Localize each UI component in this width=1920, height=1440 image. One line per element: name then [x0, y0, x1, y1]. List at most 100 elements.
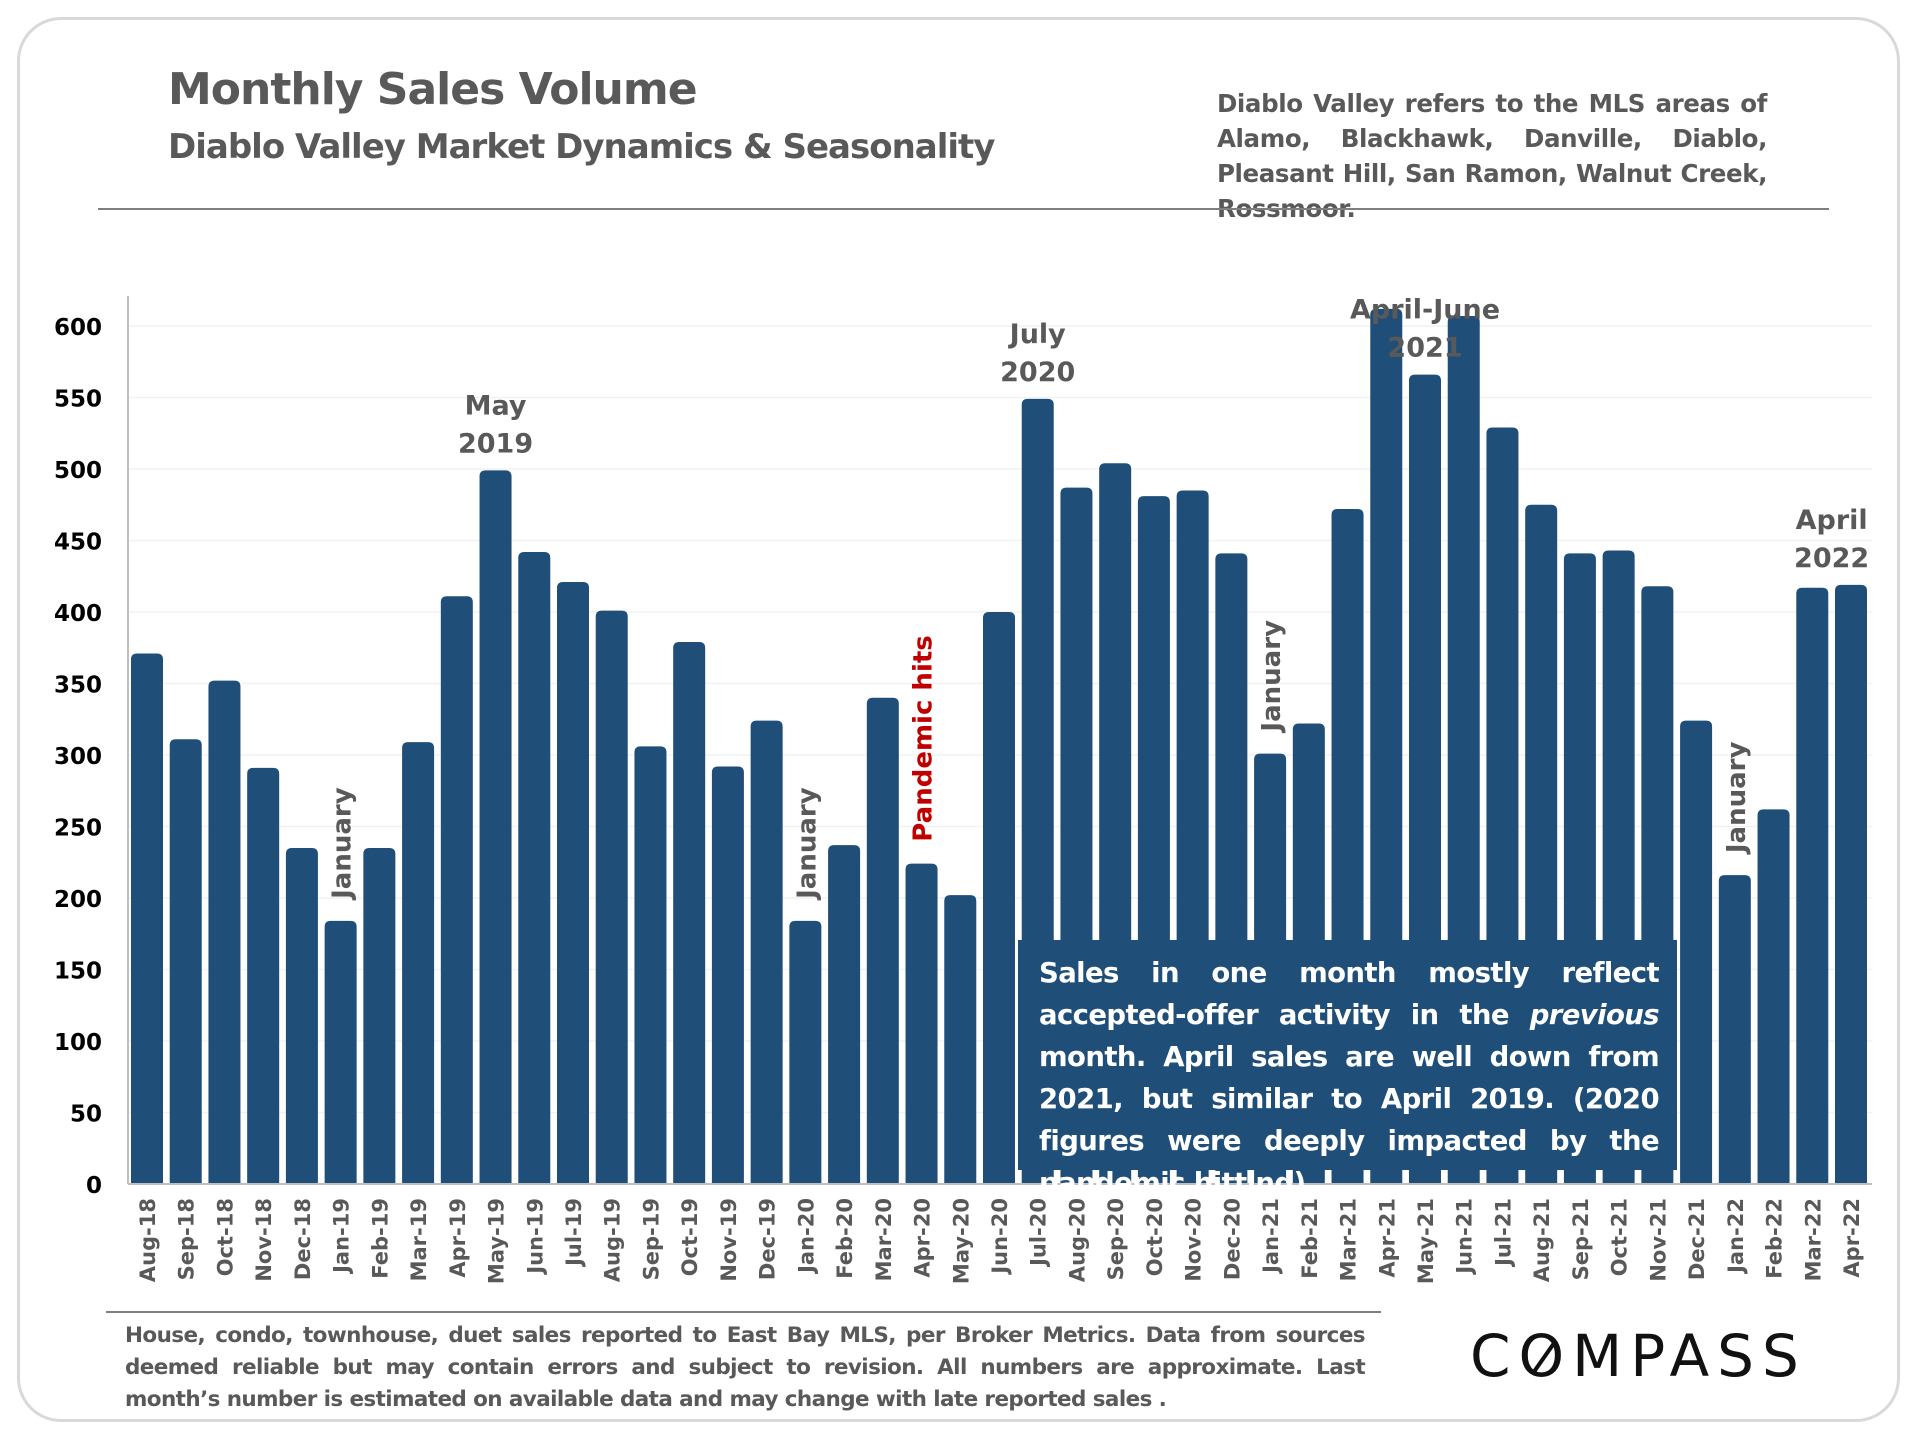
bar-may-19	[479, 470, 512, 1184]
x-axis-ticks: Aug-18 Sep-18 Oct-18 Nov-18 Dec-18 Jan-19 Feb-…	[136, 1198, 1864, 1284]
x-tick-label: Jun-19	[523, 1198, 547, 1276]
annotation-label: 2020	[1000, 357, 1075, 388]
x-tick-label: Jul-19	[562, 1198, 586, 1268]
x-tick-label: Oct-21	[1608, 1198, 1632, 1276]
x-tick-label: Jan-20	[794, 1198, 818, 1275]
callout-text-after: month. April sales are well down from 20…	[1039, 1041, 1660, 1199]
x-tick-label: Dec-18	[291, 1198, 315, 1280]
bar-jun-20	[983, 612, 1015, 1184]
x-tick-label: Jul-20	[1027, 1198, 1051, 1268]
x-tick-label: Nov-20	[1182, 1198, 1206, 1282]
x-tick-label: May-20	[949, 1198, 973, 1284]
bar-feb-22	[1757, 809, 1790, 1184]
annotation-label: 2019	[458, 428, 533, 459]
bar-dec-19	[750, 720, 783, 1184]
x-tick-label: Dec-19	[756, 1198, 780, 1280]
bar-aug-18	[131, 653, 163, 1184]
x-tick-label: Sep-20	[1104, 1198, 1128, 1280]
callout-text-italic: previous	[1529, 999, 1660, 1031]
y-tick-label: 350	[54, 673, 102, 699]
compass-logo: COMPASS	[1470, 1322, 1807, 1390]
bar-jan-22	[1718, 875, 1751, 1184]
y-tick-label: 600	[54, 315, 102, 341]
callout-note: Sales in one month mostly reflect accept…	[1015, 940, 1677, 1199]
x-tick-label: Feb-22	[1763, 1198, 1787, 1279]
x-tick-label: Jul-21	[1491, 1198, 1515, 1268]
y-tick-label: 300	[54, 744, 102, 770]
x-tick-label: Nov-19	[717, 1198, 741, 1282]
y-tick-label: 50	[70, 1102, 102, 1128]
bar-jun-19	[518, 551, 551, 1184]
x-tick-label: May-19	[485, 1198, 509, 1284]
chart-subtitle: Diablo Valley Market Dynamics & Seasonal…	[168, 127, 995, 167]
bar-dec-18	[285, 847, 318, 1184]
x-tick-label: Apr-20	[911, 1198, 935, 1278]
bar-feb-19	[363, 847, 396, 1184]
y-axis-ticks: 0 50 100 150 200 250 300 350 400 450 500 550 600	[54, 315, 102, 1199]
callout-text-before: Sales in one month mostly reflect accept…	[1039, 957, 1660, 1031]
x-tick-label: Feb-19	[368, 1198, 392, 1279]
bar-sep-18	[169, 739, 202, 1184]
x-tick-label: Dec-20	[1220, 1198, 1244, 1280]
x-tick-label: Aug-20	[1065, 1198, 1089, 1282]
annotation-label: May	[465, 390, 527, 421]
bar-mar-22	[1796, 587, 1829, 1184]
january-annotation: January	[792, 787, 822, 901]
footer-divider	[106, 1311, 1381, 1313]
bar-oct-18	[208, 680, 241, 1184]
y-tick-label: 400	[54, 601, 102, 627]
x-tick-label: Oct-18	[213, 1198, 237, 1276]
y-tick-label: 200	[54, 887, 102, 913]
x-tick-label: Mar-21	[1337, 1198, 1361, 1281]
x-tick-label: Jun-20	[988, 1198, 1012, 1276]
header-divider	[98, 208, 1829, 210]
x-tick-label: Sep-18	[175, 1198, 199, 1280]
y-tick-label: 100	[54, 1030, 102, 1056]
bar-jan-19	[324, 920, 357, 1184]
bar-nov-18	[247, 767, 280, 1184]
x-tick-label: Jan-19	[330, 1198, 354, 1275]
x-tick-label: Nov-18	[252, 1198, 276, 1282]
y-tick-label: 250	[54, 816, 102, 842]
january-annotation: January	[1257, 620, 1287, 734]
x-tick-label: Sep-19	[639, 1198, 663, 1280]
x-tick-label: Aug-18	[136, 1198, 160, 1282]
x-tick-label: Apr-22	[1840, 1198, 1864, 1278]
bar-nov-19	[711, 766, 744, 1184]
annotation-label: 2022	[1794, 543, 1869, 574]
x-tick-label: Apr-19	[446, 1198, 470, 1278]
bar-sep-19	[634, 746, 667, 1184]
pandemic-annotation: Pandemic hits	[909, 635, 939, 841]
bar-apr-19	[440, 596, 473, 1184]
x-tick-label: May-21	[1414, 1198, 1438, 1284]
y-tick-label: 500	[54, 458, 102, 484]
x-tick-label: Nov-21	[1646, 1198, 1670, 1282]
y-tick-label: 550	[54, 387, 102, 413]
footer-disclaimer: House, condo, townhouse, duet sales repo…	[125, 1323, 1366, 1412]
x-tick-label: Aug-21	[1530, 1198, 1554, 1282]
x-tick-label: Dec-21	[1685, 1198, 1709, 1280]
annotation-label: April	[1796, 505, 1868, 536]
bar-jan-20	[789, 920, 822, 1184]
logo-text: COMPASS	[1470, 1322, 1807, 1390]
x-tick-label: Jun-21	[1453, 1198, 1477, 1276]
bar-jul-19	[557, 581, 589, 1184]
bar-aug-19	[595, 610, 628, 1184]
annotation-label: 2021	[1387, 333, 1462, 364]
chart-title: Monthly Sales Volume	[168, 64, 698, 115]
x-tick-label: Aug-19	[601, 1198, 625, 1282]
annotation-label: April-June	[1350, 295, 1500, 326]
january-annotation: January	[1722, 742, 1752, 856]
bar-oct-19	[673, 642, 706, 1184]
x-tick-label: Jan-21	[1259, 1198, 1283, 1275]
y-tick-label: 150	[54, 959, 102, 985]
x-tick-label: Feb-21	[1298, 1198, 1322, 1279]
x-tick-label: Mar-19	[407, 1198, 431, 1281]
january-annotation: January	[328, 787, 358, 901]
x-tick-label: Oct-19	[678, 1198, 702, 1276]
x-tick-label: Jan-22	[1724, 1198, 1748, 1275]
logo-slashed-o: O	[1518, 1322, 1573, 1390]
annotation-label: July	[1008, 319, 1067, 350]
bar-dec-21	[1680, 720, 1713, 1184]
